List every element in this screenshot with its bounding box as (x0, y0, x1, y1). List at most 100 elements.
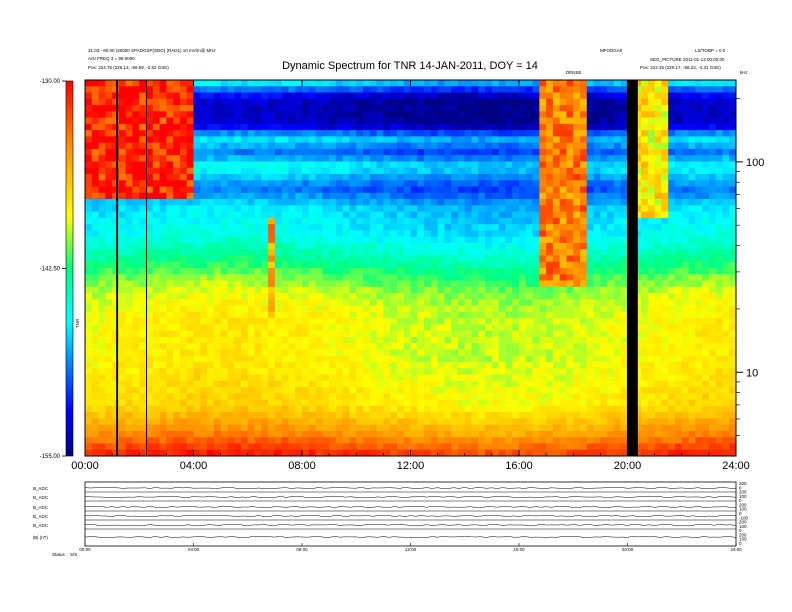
spectro-cell (98, 161, 106, 169)
spectro-cell (335, 130, 344, 137)
spectro-cell (471, 111, 479, 119)
spectro-cell (512, 211, 520, 219)
spectro-cell (200, 418, 208, 426)
spectro-cell (200, 449, 208, 457)
spectro-cell (356, 167, 364, 175)
spectro-cell (295, 336, 303, 344)
spectro-cell (173, 98, 181, 106)
spectro-cell (580, 249, 588, 256)
spectro-cell (539, 92, 547, 100)
spectro-cell (213, 449, 222, 457)
spectro-cell (240, 98, 249, 106)
spectro-cell (356, 217, 364, 225)
spectro-cell (396, 98, 405, 106)
spectro-cell (424, 224, 432, 231)
spectro-cell (254, 311, 262, 319)
spectro-cell (383, 330, 391, 338)
spectro-cell (315, 86, 323, 94)
spectro-cell (240, 80, 249, 87)
spectro-cell (586, 405, 595, 413)
spectro-cell (295, 130, 303, 137)
spectro-cell (349, 261, 357, 269)
spectro-cell (193, 299, 201, 307)
spectro-cell (193, 343, 201, 350)
spectro-cell (356, 224, 364, 231)
spectro-cell (376, 274, 384, 282)
spectro-cell (302, 130, 310, 137)
spectro-cell (159, 136, 167, 144)
spectro-cell (396, 418, 405, 426)
spectro-cell (505, 418, 513, 426)
spectro-cell (505, 111, 513, 119)
spectro-cell (159, 98, 167, 106)
spectro-cell (410, 443, 418, 451)
spectro-cell (112, 192, 120, 200)
spectro-cell (586, 343, 595, 350)
spectro-cell (329, 374, 337, 382)
spectro-cell (539, 349, 547, 357)
spectro-cell (166, 368, 174, 376)
spectro-cell (573, 362, 581, 369)
spectro-cell (179, 142, 188, 150)
spectro-cell (641, 155, 649, 162)
spectro-cell (302, 449, 310, 457)
spectro-cell (390, 318, 398, 325)
spectro-cell (329, 274, 337, 282)
spectro-cell (356, 343, 364, 350)
spectro-cell (485, 174, 493, 181)
spectro-cell (559, 242, 567, 250)
spectro-cell (369, 249, 378, 256)
spectro-cell (430, 280, 439, 288)
spectro-cell (356, 324, 364, 332)
spectro-cell (437, 362, 445, 369)
spectro-cell (315, 437, 323, 444)
spectro-cell (112, 142, 120, 150)
spectro-cell (166, 148, 174, 156)
spectro-cell (288, 167, 296, 175)
spectro-cell (383, 142, 391, 150)
spectro-cell (281, 92, 289, 100)
spectro-cell (146, 86, 154, 94)
spectro-cell (91, 318, 100, 325)
spectro-cell (369, 186, 378, 194)
spectro-cell (322, 211, 330, 219)
spectro-cell (200, 86, 208, 94)
spectro-cell (451, 98, 459, 106)
spectro-cell (118, 318, 127, 325)
spectro-cell (641, 230, 649, 238)
spectro-cell (329, 443, 337, 451)
spectro-cell (430, 368, 439, 376)
spectro-cell (268, 80, 276, 87)
spectro-cell (186, 399, 194, 407)
spectro-cell (315, 405, 323, 413)
spectro-cell (227, 324, 235, 332)
spectro-cell (471, 318, 479, 325)
spectro-cell (512, 437, 520, 444)
spectro-cell (349, 286, 357, 294)
spectro-cell (342, 117, 350, 125)
spectro-cell (146, 80, 154, 87)
spectro-cell (329, 105, 337, 112)
spectro-cell (566, 424, 574, 432)
spectro-cell (247, 186, 256, 194)
spectro-cell (546, 412, 554, 419)
spectro-cell (105, 155, 113, 162)
spectro-cell (573, 424, 581, 432)
spectro-cell (240, 299, 249, 307)
spectro-cell (444, 387, 452, 394)
spectro-cell (471, 399, 479, 407)
spectro-cell (437, 449, 445, 457)
spectro-cell (437, 437, 445, 444)
spectro-cell (329, 349, 337, 357)
spectro-cell (478, 174, 486, 181)
spectro-cell (546, 330, 554, 338)
spectro-cell (424, 449, 432, 457)
spectro-cell (179, 236, 188, 244)
spectro-cell (478, 405, 486, 413)
spectro-cell (417, 111, 425, 119)
spectro-cell (498, 98, 506, 106)
spectro-cell (227, 92, 235, 100)
spectro-cell (444, 105, 452, 112)
spectro-cell (491, 318, 500, 325)
spectro-cell (112, 249, 120, 256)
